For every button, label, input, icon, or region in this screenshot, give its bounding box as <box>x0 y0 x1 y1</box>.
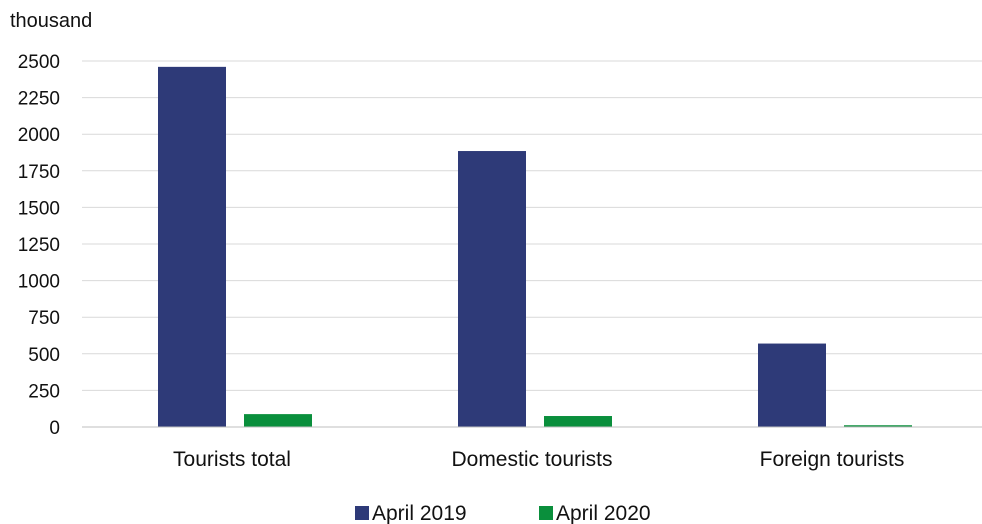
y-axis-unit-label: thousand <box>10 10 92 32</box>
y-tick-label: 1250 <box>18 235 60 256</box>
category-label: Domestic tourists <box>451 448 612 471</box>
y-tick-label: 250 <box>28 381 60 402</box>
y-tick-label: 500 <box>28 345 60 366</box>
bars <box>158 66 912 427</box>
bar-april-2019-foreign-tourists <box>758 343 826 427</box>
y-axis-tick-labels: 0 250 500 750 1000 1250 1500 1750 2000 2250 2500 <box>18 52 60 439</box>
category-label: Tourists total <box>173 448 291 471</box>
legend-swatch <box>539 506 553 520</box>
bar-april-2020-tourists-total <box>244 414 312 427</box>
gridlines <box>82 60 982 391</box>
legend-label: April 2019 <box>372 502 467 524</box>
bar-april-2019-tourists-total <box>158 66 226 427</box>
y-tick-label: 1000 <box>18 272 60 293</box>
y-tick-label: 1750 <box>18 162 60 183</box>
legend: April 2019 April 2020 <box>355 502 651 524</box>
bar-april-2020-domestic-tourists <box>544 416 612 427</box>
bar-april-2020-foreign-tourists <box>844 425 912 427</box>
bar-april-2019-domestic-tourists <box>458 151 526 427</box>
legend-label: April 2020 <box>556 502 651 524</box>
y-tick-label: 0 <box>49 418 60 439</box>
y-tick-label: 750 <box>28 308 60 329</box>
y-tick-label: 2500 <box>18 52 60 73</box>
x-axis-category-labels: Tourists total Domestic tourists Foreign t… <box>173 448 904 471</box>
legend-swatch <box>355 506 369 520</box>
category-label: Foreign tourists <box>760 448 905 471</box>
y-tick-label: 2250 <box>18 89 60 110</box>
y-tick-label: 2000 <box>18 125 60 146</box>
y-tick-label: 1500 <box>18 198 60 219</box>
